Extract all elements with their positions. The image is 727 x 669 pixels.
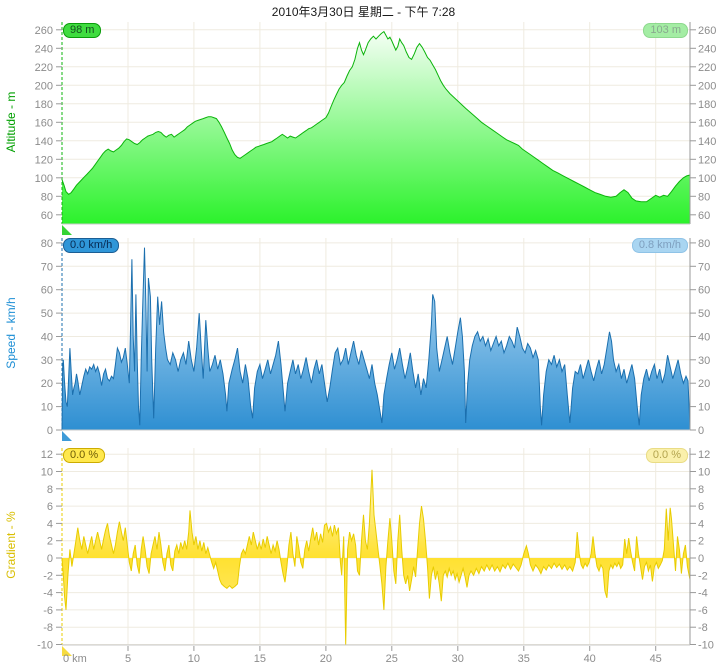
svg-text:6: 6 [47, 501, 53, 513]
svg-text:-6: -6 [698, 605, 708, 617]
svg-text:0: 0 [47, 553, 53, 565]
svg-text:-10: -10 [698, 640, 714, 652]
gradient-axis-label: Gradient - % [4, 511, 18, 579]
svg-text:-8: -8 [43, 622, 53, 634]
svg-text:12: 12 [41, 449, 53, 461]
svg-text:70: 70 [41, 261, 53, 273]
svg-text:0: 0 [47, 425, 53, 437]
svg-text:260: 260 [35, 25, 53, 37]
svg-text:8: 8 [698, 484, 704, 496]
svg-text:80: 80 [698, 191, 710, 203]
svg-text:10: 10 [41, 402, 53, 414]
svg-text:100: 100 [35, 173, 53, 185]
svg-text:30: 30 [452, 653, 464, 665]
svg-text:30: 30 [698, 355, 710, 367]
gradient-end-badge: 0.0 % [645, 448, 688, 463]
svg-text:0: 0 [698, 553, 704, 565]
svg-text:260: 260 [698, 25, 716, 37]
svg-text:8: 8 [47, 484, 53, 496]
page-title: 2010年3月30日 星期二 - 下午 7:28 [271, 5, 456, 19]
svg-text:2: 2 [47, 536, 53, 548]
svg-text:-4: -4 [698, 588, 708, 600]
svg-text:-8: -8 [698, 622, 708, 634]
speed-end-badge: 0.8 km/h [631, 238, 688, 253]
svg-text:160: 160 [35, 117, 53, 129]
svg-text:5: 5 [125, 653, 131, 665]
svg-text:10: 10 [41, 467, 53, 479]
svg-text:25: 25 [386, 653, 398, 665]
speed-start-badge: 0.0 km/h [63, 238, 120, 253]
svg-text:4: 4 [47, 518, 53, 530]
svg-text:120: 120 [35, 154, 53, 166]
svg-text:220: 220 [35, 62, 53, 74]
svg-text:-4: -4 [43, 588, 53, 600]
svg-text:-2: -2 [43, 570, 53, 582]
svg-text:20: 20 [698, 378, 710, 390]
svg-text:160: 160 [698, 117, 716, 129]
svg-text:100: 100 [698, 173, 716, 185]
svg-text:120: 120 [698, 154, 716, 166]
svg-text:30: 30 [41, 355, 53, 367]
svg-text:6: 6 [698, 501, 704, 513]
svg-text:80: 80 [41, 191, 53, 203]
svg-text:60: 60 [41, 285, 53, 297]
svg-text:200: 200 [35, 80, 53, 92]
svg-text:4: 4 [698, 518, 704, 530]
altitude-start-badge: 98 m [63, 23, 102, 38]
svg-text:-10: -10 [37, 640, 53, 652]
svg-text:20: 20 [41, 378, 53, 390]
svg-text:0: 0 [698, 425, 704, 437]
svg-text:15: 15 [254, 653, 266, 665]
svg-text:35: 35 [518, 653, 530, 665]
svg-text:50: 50 [41, 308, 53, 320]
svg-text:10: 10 [188, 653, 200, 665]
svg-text:180: 180 [698, 99, 716, 111]
gradient-start-badge: 0.0 % [63, 448, 106, 463]
svg-text:12: 12 [698, 449, 710, 461]
svg-text:10: 10 [698, 467, 710, 479]
svg-text:2: 2 [698, 536, 704, 548]
altitude-axis-label: Altitude - m [4, 91, 18, 153]
svg-text:0 km: 0 km [63, 653, 87, 665]
svg-text:10: 10 [698, 402, 710, 414]
svg-text:60: 60 [698, 285, 710, 297]
speed-axis-label: Speed - km/h [4, 297, 18, 369]
svg-text:-6: -6 [43, 605, 53, 617]
svg-text:180: 180 [35, 99, 53, 111]
svg-text:70: 70 [698, 261, 710, 273]
svg-text:140: 140 [35, 136, 53, 148]
svg-text:20: 20 [320, 653, 332, 665]
svg-text:220: 220 [698, 62, 716, 74]
svg-text:240: 240 [698, 43, 716, 55]
svg-text:40: 40 [698, 332, 710, 344]
svg-text:40: 40 [584, 653, 596, 665]
svg-text:60: 60 [698, 210, 710, 222]
svg-text:80: 80 [698, 238, 710, 250]
svg-text:240: 240 [35, 43, 53, 55]
svg-text:50: 50 [698, 308, 710, 320]
svg-text:80: 80 [41, 238, 53, 250]
svg-text:45: 45 [650, 653, 662, 665]
svg-text:60: 60 [41, 210, 53, 222]
altitude-end-badge: 103 m [643, 23, 688, 38]
svg-text:200: 200 [698, 80, 716, 92]
svg-text:40: 40 [41, 332, 53, 344]
svg-text:-2: -2 [698, 570, 708, 582]
svg-text:140: 140 [698, 136, 716, 148]
